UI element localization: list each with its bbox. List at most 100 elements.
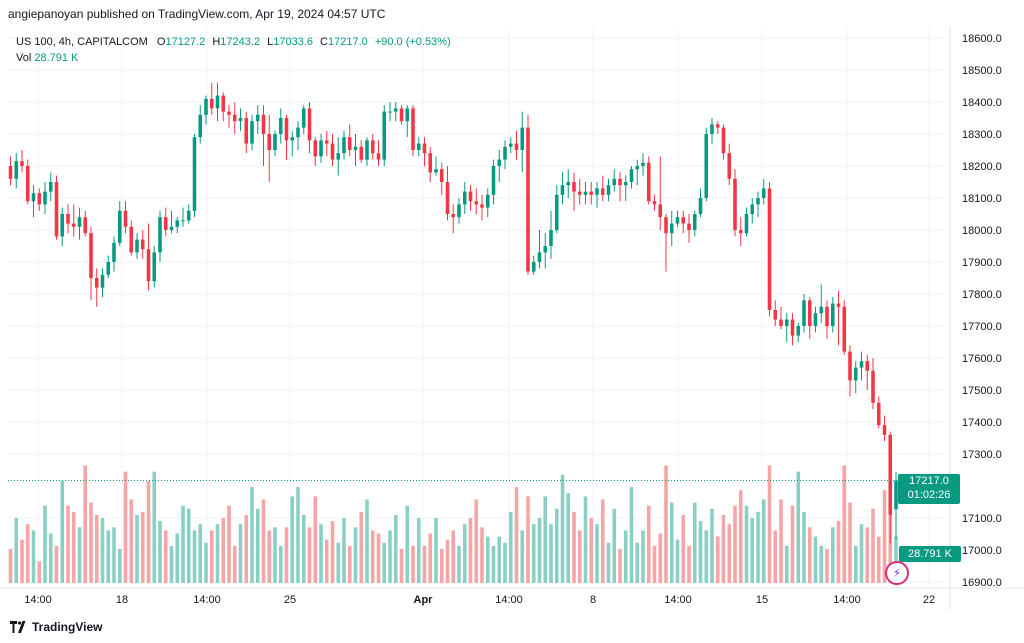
volume-bar	[135, 514, 139, 583]
volume-bar	[14, 518, 19, 583]
volume-bar	[129, 499, 134, 583]
high-label: H	[212, 36, 221, 48]
volume-bar	[405, 505, 410, 583]
volume-bar	[140, 511, 145, 583]
volume-bar	[290, 496, 295, 583]
volume-bar	[612, 508, 617, 583]
volume-bar	[313, 496, 318, 583]
candle-body	[543, 246, 548, 253]
chart-frame[interactable]: 18600.0 18500.0 18400.0 18300.0 18200.0 18100…	[0, 27, 1024, 610]
candle-body	[399, 108, 404, 122]
volume-bar	[146, 480, 151, 583]
volume-bar	[681, 514, 686, 583]
candle-body	[255, 114, 260, 122]
volume-bar	[301, 514, 306, 583]
volume-bar	[31, 530, 36, 583]
candle-body	[451, 214, 456, 218]
time-tick-label: 14:00	[193, 594, 221, 606]
volume-bar	[859, 524, 864, 583]
candle-body	[336, 153, 341, 160]
candle-body	[687, 223, 691, 230]
price-tick-label: 18300.0	[962, 129, 1002, 141]
volume-bar	[595, 524, 599, 583]
volume-bar	[882, 490, 887, 583]
volume-bar	[255, 508, 260, 583]
price-tick-label: 18500.0	[962, 65, 1002, 77]
candle-body	[261, 114, 266, 134]
candle-body	[94, 278, 99, 288]
candle-body	[313, 140, 318, 157]
candle-body	[635, 166, 640, 170]
candle-body	[307, 108, 312, 141]
brand-name: TradingView	[32, 620, 103, 634]
volume-bar	[606, 542, 611, 583]
volume-bar	[94, 514, 99, 583]
volume-bar	[451, 530, 456, 583]
volume-bar	[641, 530, 645, 583]
candle-body	[146, 249, 151, 282]
volume-bar	[273, 527, 277, 583]
footer-brand[interactable]: TradingView	[10, 620, 102, 634]
volume-bar	[710, 508, 714, 583]
candle-body	[43, 191, 47, 205]
volume-bar	[48, 533, 53, 583]
volume-bar	[43, 505, 47, 583]
volume-bar	[825, 548, 829, 583]
candle-body	[422, 143, 427, 154]
candle-body	[612, 178, 617, 186]
candle-body	[623, 182, 628, 186]
candle-body	[106, 262, 111, 275]
candle-body	[186, 210, 191, 221]
volume-bar	[675, 539, 680, 583]
volume-bar	[163, 530, 168, 583]
volume-bar	[888, 514, 893, 583]
volume-bar	[434, 518, 438, 583]
volume-bar	[894, 536, 898, 583]
candle-body	[721, 127, 726, 154]
candle-body	[669, 223, 674, 234]
volume-bar	[871, 508, 875, 583]
volume-bar	[462, 524, 467, 583]
price-tick-label: 17900.0	[962, 257, 1002, 269]
candle-body	[434, 169, 438, 173]
volume-bar	[416, 518, 421, 583]
volume-bar	[152, 471, 157, 583]
volume-bar	[474, 499, 479, 583]
candle-body	[738, 230, 743, 234]
volume-bar	[669, 502, 674, 583]
lightning-icon[interactable]: ⚡	[885, 561, 909, 585]
candle-body	[370, 140, 375, 154]
volume-bar	[457, 545, 461, 583]
price-tick-label: 17400.0	[962, 417, 1002, 429]
candle-body	[865, 361, 870, 371]
volume-bar	[83, 465, 88, 583]
volume-bar	[566, 493, 571, 583]
candle-body	[756, 198, 760, 205]
volume-bar	[503, 542, 507, 583]
candle-body	[727, 153, 732, 179]
candle-body	[192, 137, 197, 211]
volume-bar	[123, 471, 128, 583]
volume-bar	[181, 505, 185, 583]
chart-canvas[interactable]: 18600.0 18500.0 18400.0 18300.0 18200.0 18100…	[0, 27, 1024, 610]
volume-label[interactable]: Vol	[16, 52, 32, 64]
candle-body	[704, 134, 709, 198]
volume-bar	[393, 514, 398, 583]
chart-legend: US 100, 4h, CAPITALCOM O17127.2 H17243.2…	[16, 34, 455, 66]
candle-body	[244, 118, 249, 144]
symbol-label[interactable]: US 100, 4h, CAPITALCOM	[16, 36, 148, 48]
candle-body	[66, 214, 70, 224]
candle-body	[474, 201, 479, 205]
volume-bar	[830, 527, 835, 583]
candle-body	[152, 252, 157, 282]
candle-body	[750, 204, 755, 214]
candle-body	[589, 191, 594, 195]
candle-body	[508, 143, 513, 147]
candle-body	[876, 402, 881, 426]
volume-bar	[169, 545, 174, 583]
candle-body	[606, 185, 611, 195]
candle-body	[31, 193, 36, 202]
candle-body	[790, 319, 795, 336]
volume-bar	[790, 505, 795, 583]
candle-body	[761, 188, 766, 198]
